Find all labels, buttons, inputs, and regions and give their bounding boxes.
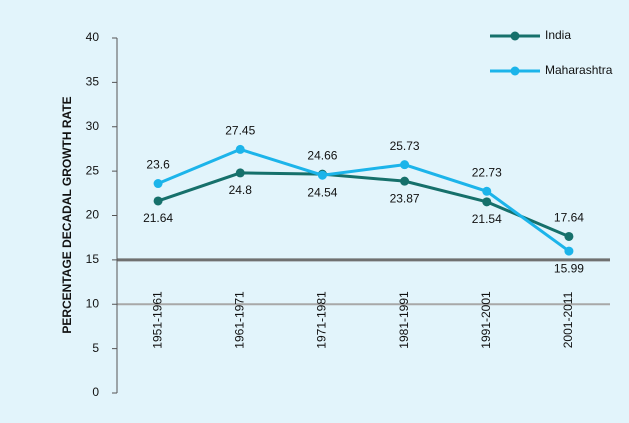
data-label: 15.99 bbox=[554, 261, 584, 275]
legend-label: Maharashtra bbox=[545, 63, 613, 77]
data-label: 22.73 bbox=[472, 165, 502, 179]
point bbox=[153, 196, 163, 206]
point bbox=[235, 168, 245, 178]
y-tick-label: 35 bbox=[86, 75, 100, 89]
y-tick-label: 20 bbox=[86, 208, 100, 222]
data-label: 21.54 bbox=[472, 212, 502, 226]
point bbox=[400, 160, 410, 170]
data-label: 17.64 bbox=[554, 211, 584, 225]
y-axis-label: PERCENTAGE DECADAL GROWTH RATE bbox=[60, 96, 74, 333]
y-tick-label: 40 bbox=[86, 30, 100, 44]
y-tick-label: 25 bbox=[86, 163, 100, 177]
data-label: 23.87 bbox=[390, 191, 420, 205]
series-line bbox=[157, 147, 570, 253]
x-tick-label: 1981-1991 bbox=[397, 291, 411, 349]
x-tick-label: 1971-1981 bbox=[315, 291, 329, 349]
y-tick-label: 0 bbox=[92, 385, 99, 399]
data-label: 24.54 bbox=[307, 185, 337, 199]
legend-marker bbox=[510, 66, 520, 76]
y-tick-label: 30 bbox=[86, 119, 100, 133]
data-label: 24.66 bbox=[307, 148, 337, 162]
data-label: 27.45 bbox=[225, 124, 255, 138]
series-line bbox=[157, 171, 570, 238]
point bbox=[400, 176, 410, 186]
point bbox=[317, 170, 327, 180]
legend-marker bbox=[510, 31, 520, 41]
point bbox=[235, 144, 245, 154]
point bbox=[482, 197, 492, 207]
point bbox=[153, 179, 163, 189]
data-label: 24.8 bbox=[229, 183, 253, 197]
y-tick-label: 5 bbox=[92, 341, 99, 355]
point bbox=[564, 246, 574, 256]
legend-label: India bbox=[545, 28, 571, 42]
y-tick-label: 10 bbox=[86, 296, 100, 310]
data-label: 25.73 bbox=[390, 139, 420, 153]
data-label: 21.64 bbox=[143, 211, 173, 225]
x-tick-label: 1991-2001 bbox=[479, 291, 493, 349]
x-tick-label: 1951-1961 bbox=[150, 291, 164, 349]
x-tick-label: 2001-2011 bbox=[561, 291, 575, 348]
point bbox=[482, 186, 492, 196]
x-tick-label: 1961-1971 bbox=[232, 291, 246, 349]
point bbox=[564, 231, 574, 241]
data-label: 23.6 bbox=[146, 158, 170, 172]
y-tick-label: 15 bbox=[86, 252, 100, 266]
